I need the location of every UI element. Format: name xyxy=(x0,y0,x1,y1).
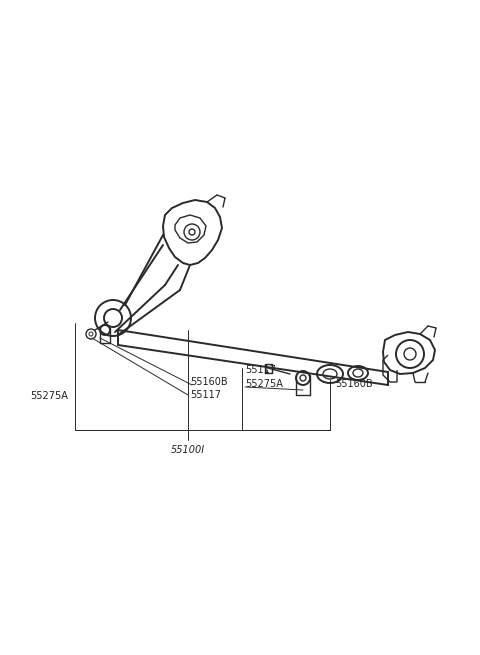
Text: 55100I: 55100I xyxy=(171,445,205,455)
Text: 55117: 55117 xyxy=(190,390,221,400)
Text: 55160B: 55160B xyxy=(190,377,228,387)
Text: 55160B: 55160B xyxy=(335,379,372,389)
Text: 55275A: 55275A xyxy=(30,391,68,401)
Text: 55117: 55117 xyxy=(245,365,276,375)
Text: 55275A: 55275A xyxy=(245,379,283,389)
